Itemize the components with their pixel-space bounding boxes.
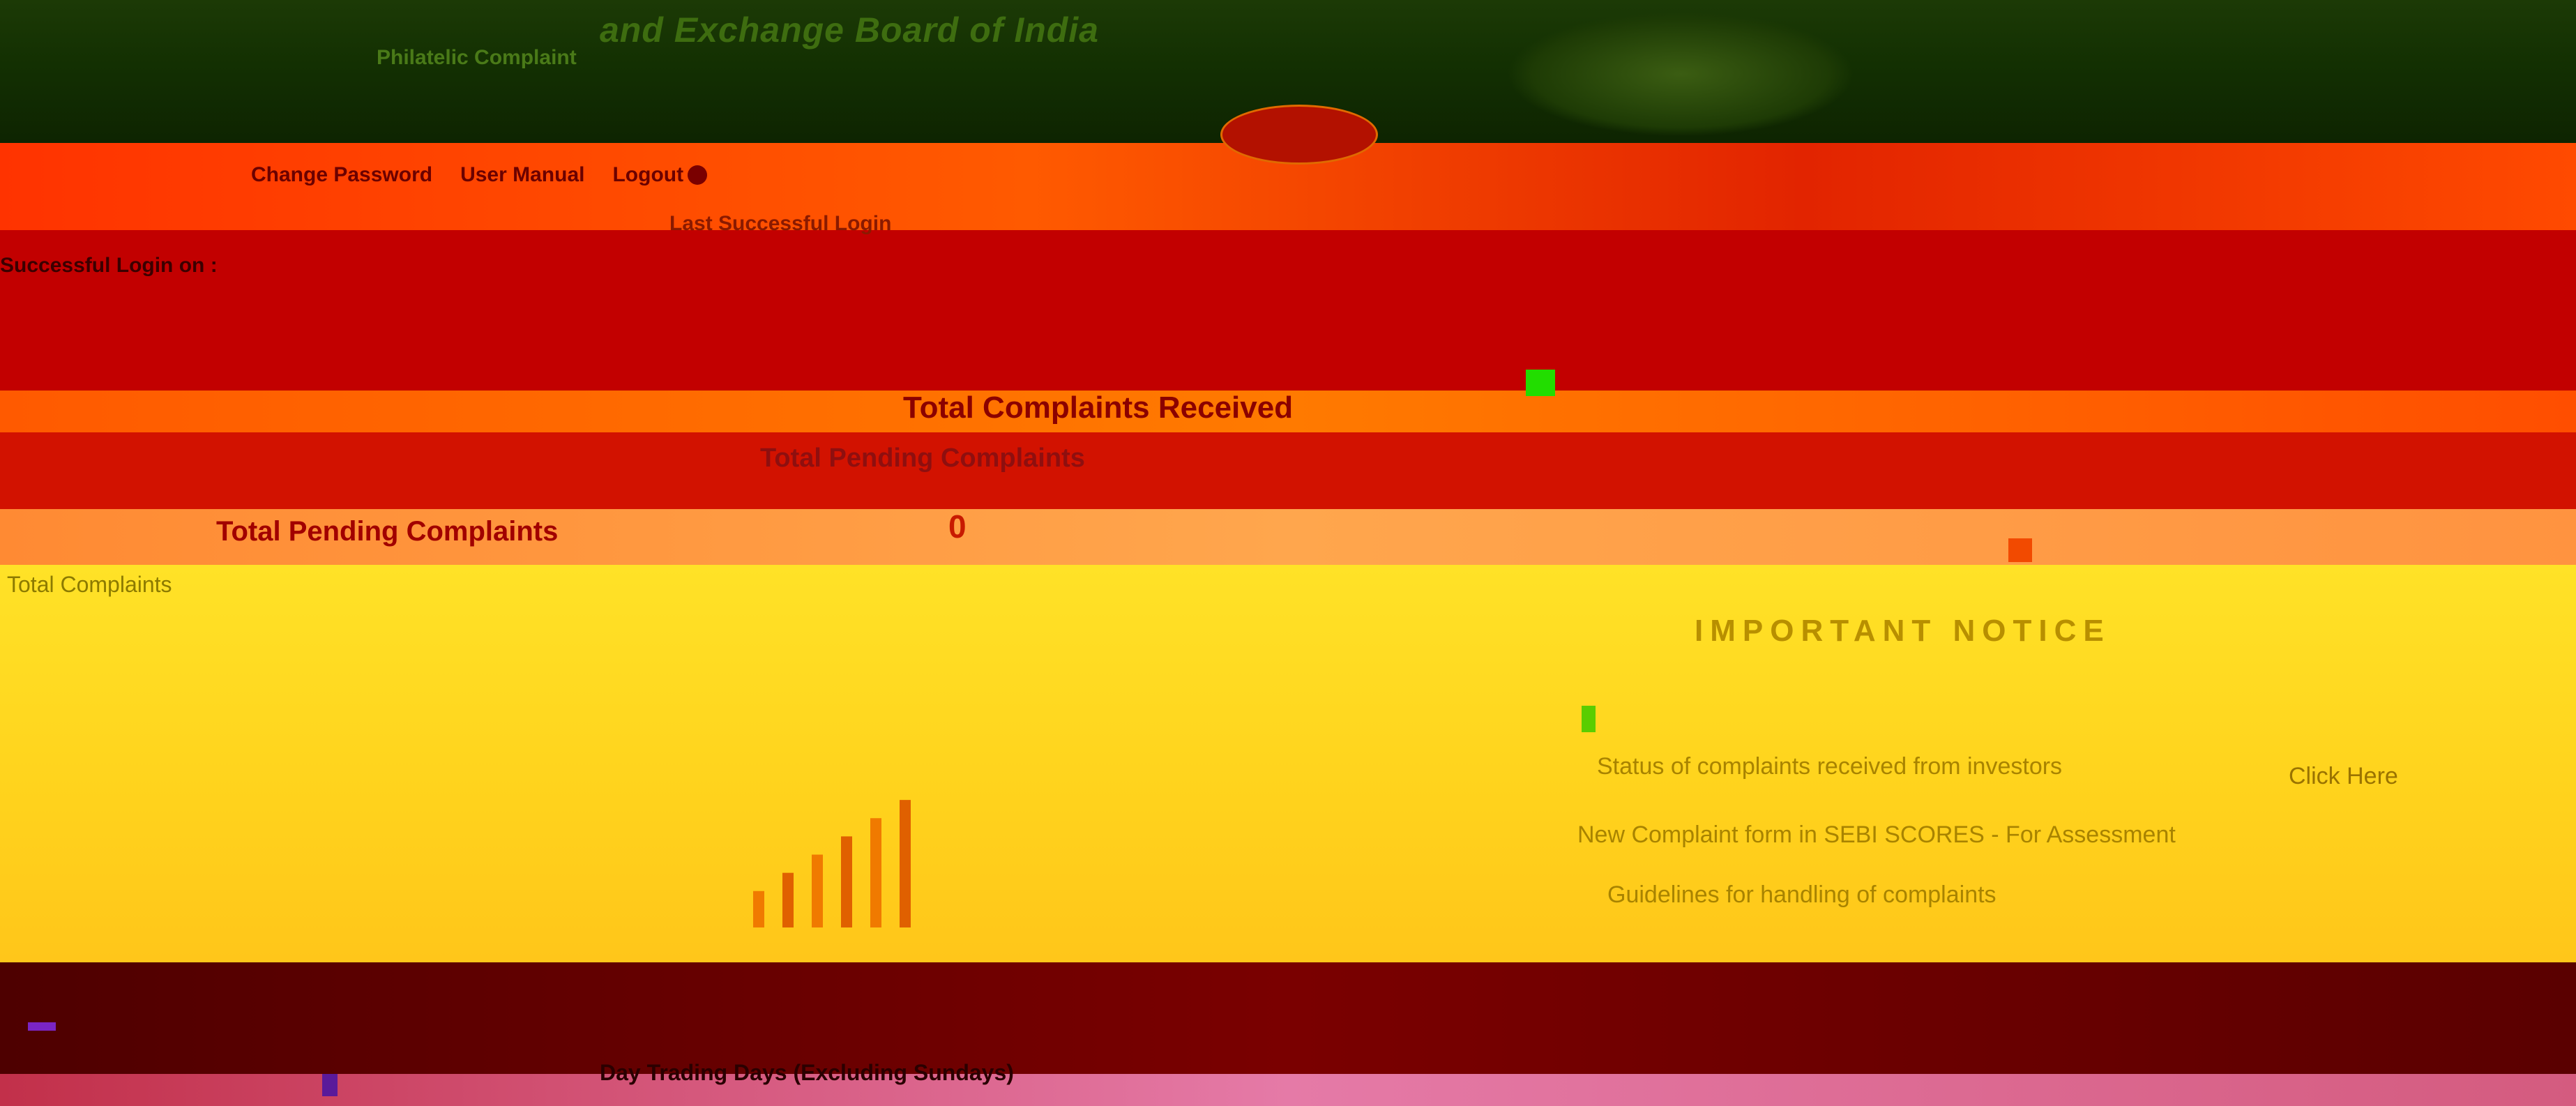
chart-bar-1 bbox=[753, 891, 764, 927]
last-login-label: Last Successful Login bbox=[669, 212, 892, 235]
emblem-orb-icon bbox=[1220, 105, 1378, 165]
dashboard-panel bbox=[0, 565, 2576, 962]
nav-change-password[interactable]: Change Password bbox=[251, 163, 433, 186]
menu-pending-link[interactable]: Total Pending Complaints bbox=[760, 444, 1085, 473]
chart-bar-4 bbox=[841, 836, 852, 927]
logout-label: Logout bbox=[612, 163, 684, 186]
emblem-logo bbox=[1506, 11, 1855, 137]
stats-row-pending bbox=[0, 509, 2576, 565]
click-here-link[interactable]: Click Here bbox=[2289, 763, 2398, 789]
pending-marker-icon bbox=[2008, 538, 2032, 562]
notice-bullet-icon bbox=[1582, 706, 1596, 732]
notice-heading: IMPORTANT NOTICE bbox=[1695, 614, 2111, 648]
status-indicator bbox=[1526, 370, 1555, 396]
top-nav: Change Password User Manual Logout bbox=[251, 163, 708, 187]
footer-text: Day Trading Days (Excluding Sundays) bbox=[600, 1060, 1014, 1085]
org-title: and Exchange Board of India bbox=[600, 10, 1099, 50]
logout-link[interactable]: Logout bbox=[612, 163, 708, 187]
nav-user-manual[interactable]: User Manual bbox=[460, 163, 585, 186]
notice-item-2[interactable]: New Complaint form in SEBI SCORES - For … bbox=[1577, 821, 2176, 848]
chart-bar-2 bbox=[782, 872, 794, 927]
org-subtitle: Philatelic Complaint bbox=[377, 46, 577, 69]
notice-item-1[interactable]: Status of complaints received from inves… bbox=[1597, 753, 2063, 780]
stats-row-received bbox=[0, 391, 2576, 432]
session-panel bbox=[0, 230, 2576, 391]
footer-marker-icon bbox=[28, 1022, 56, 1031]
menu-row bbox=[0, 432, 2576, 509]
total-pending-label: Total Pending Complaints bbox=[216, 516, 559, 547]
successful-login-label: Successful Login on : bbox=[0, 254, 218, 277]
total-received-label: Total Complaints Received bbox=[903, 391, 1294, 425]
chart-bar-3 bbox=[812, 854, 823, 927]
chart-bar-6 bbox=[900, 800, 911, 927]
chart-bar-5 bbox=[870, 818, 881, 927]
complaints-chart bbox=[753, 800, 911, 927]
power-icon bbox=[688, 165, 708, 185]
chart-caption: Total Complaints bbox=[7, 572, 172, 597]
footer-icon bbox=[322, 1074, 338, 1096]
footer-strip bbox=[0, 1074, 2576, 1106]
footer-bar bbox=[0, 962, 2576, 1074]
total-pending-value: 0 bbox=[948, 508, 967, 545]
notice-item-3[interactable]: Guidelines for handling of complaints bbox=[1607, 881, 1997, 908]
